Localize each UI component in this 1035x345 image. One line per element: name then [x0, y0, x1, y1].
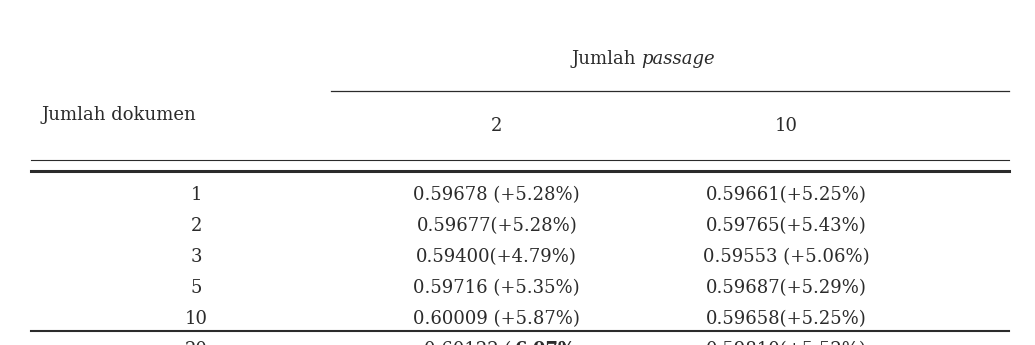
Text: 0.59678 (+5.28%): 0.59678 (+5.28%) — [414, 186, 580, 204]
Text: 0.59658(+5.25%): 0.59658(+5.25%) — [706, 310, 867, 328]
Text: 0.59553 (+5.06%): 0.59553 (+5.06%) — [704, 248, 869, 266]
Text: Jumlah dokumen: Jumlah dokumen — [41, 106, 197, 124]
Text: 5: 5 — [191, 279, 202, 297]
Text: 20: 20 — [185, 341, 208, 345]
Text: 10: 10 — [775, 117, 798, 135]
Text: 0.59661(+5.25%): 0.59661(+5.25%) — [706, 186, 867, 204]
Text: 2: 2 — [191, 217, 202, 235]
Text: Jumlah: Jumlah — [571, 50, 642, 68]
Text: 0.59400(+4.79%): 0.59400(+4.79%) — [416, 248, 578, 266]
Text: 0.59765(+5.43%): 0.59765(+5.43%) — [706, 217, 867, 235]
Text: 0.60122 (+: 0.60122 (+ — [424, 341, 527, 345]
Text: 10: 10 — [185, 310, 208, 328]
Text: 0.59810(+5.52%): 0.59810(+5.52%) — [706, 341, 867, 345]
Text: 0.59716 (+5.35%): 0.59716 (+5.35%) — [414, 279, 580, 297]
Text: 1: 1 — [190, 186, 203, 204]
Text: 0.60009 (+5.87%): 0.60009 (+5.87%) — [413, 310, 581, 328]
Text: 2: 2 — [492, 117, 502, 135]
Text: 0.59687(+5.29%): 0.59687(+5.29%) — [706, 279, 867, 297]
Text: passage: passage — [642, 50, 715, 68]
Text: 3: 3 — [190, 248, 203, 266]
Text: 0.59677(+5.28%): 0.59677(+5.28%) — [416, 217, 578, 235]
Text: 6.07%: 6.07% — [515, 341, 576, 345]
Text: ): ) — [561, 341, 567, 345]
